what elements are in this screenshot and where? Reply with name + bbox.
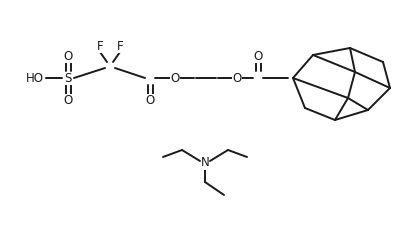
Text: O: O <box>171 71 180 85</box>
Text: F: F <box>117 39 123 52</box>
Text: S: S <box>64 71 72 85</box>
Text: O: O <box>232 71 242 85</box>
Text: O: O <box>63 49 73 63</box>
Text: O: O <box>145 93 155 106</box>
Text: HO: HO <box>26 71 44 85</box>
Text: O: O <box>253 49 263 63</box>
Text: N: N <box>201 156 209 169</box>
Text: F: F <box>97 39 103 52</box>
Text: O: O <box>63 93 73 106</box>
